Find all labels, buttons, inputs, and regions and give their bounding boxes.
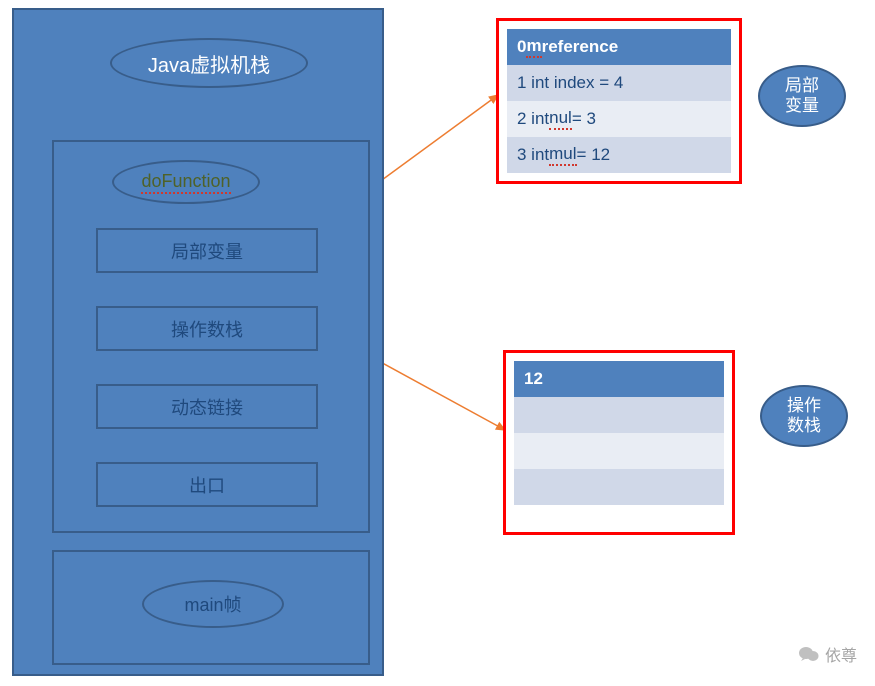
- jvm-stack-title: Java虚拟机栈: [110, 38, 308, 88]
- watermark-text: 依尊: [825, 642, 857, 666]
- frame-slot-0: 局部变量: [96, 228, 318, 273]
- locals-row-3: 3 int mul = 12: [507, 137, 731, 173]
- frame-slot-1: 操作数栈: [96, 306, 318, 351]
- locals-callout: 局部变量: [758, 65, 846, 127]
- frame-slot-2: 动态链接: [96, 384, 318, 429]
- main-frame-ellipse: main帧: [142, 580, 284, 628]
- opstack-row-2: [514, 433, 724, 469]
- locals-panel: 0 m reference1 int index = 42 int nul = …: [496, 18, 742, 184]
- watermark: 依尊: [799, 642, 857, 666]
- opstack-panel: 12: [503, 350, 735, 535]
- locals-row-1: 1 int index = 4: [507, 65, 731, 101]
- diagram-root: Java虚拟机栈 doFunction 局部变量操作数栈动态链接出口 main帧…: [0, 0, 875, 686]
- jvm-stack-box: Java虚拟机栈 doFunction 局部变量操作数栈动态链接出口 main帧: [12, 8, 384, 676]
- frame-slot-3: 出口: [96, 462, 318, 507]
- opstack-row-1: [514, 397, 724, 433]
- opstack-callout: 操作数栈: [760, 385, 848, 447]
- dofunction-label: doFunction: [141, 171, 230, 194]
- locals-row-0: 0 m reference: [507, 29, 731, 65]
- opstack-row-3: [514, 469, 724, 505]
- opstack-row-0: 12: [514, 361, 724, 397]
- wechat-icon: [799, 646, 819, 662]
- dofunction-ellipse: doFunction: [112, 160, 260, 204]
- locals-row-2: 2 int nul = 3: [507, 101, 731, 137]
